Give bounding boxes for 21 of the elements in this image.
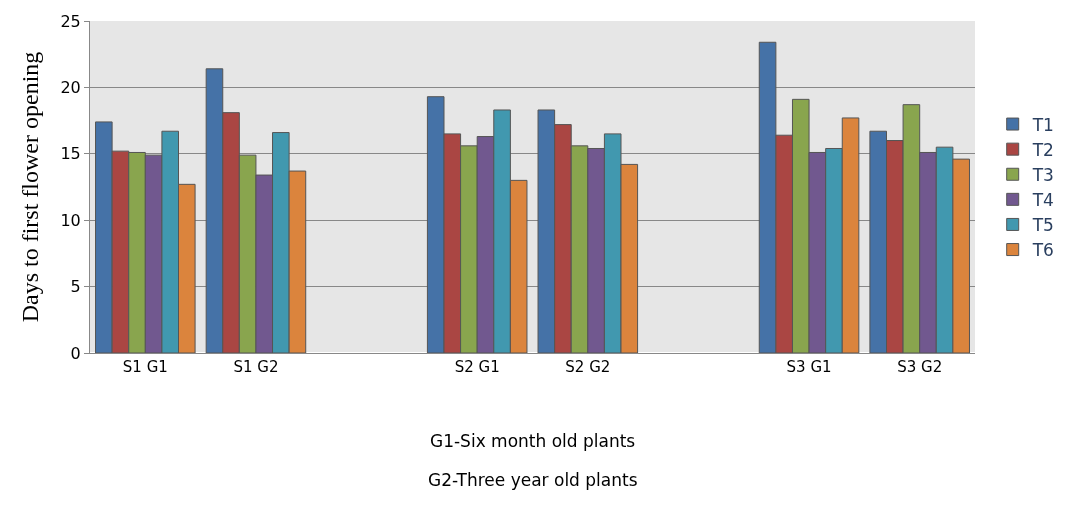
- x-tick-label: S3 G2: [897, 358, 943, 376]
- x-tick-label: S2 G1: [454, 358, 500, 376]
- legend-label: T6: [1031, 240, 1054, 261]
- legend-label: T3: [1031, 164, 1054, 185]
- text: G1-Six month old plants: [430, 431, 636, 451]
- x-tick-label: S2 G2: [565, 358, 611, 376]
- x-tick-label: S1 G2: [233, 358, 279, 376]
- text: G2-Three year old plants: [428, 470, 638, 490]
- y-tick-label: 5: [70, 277, 81, 297]
- x-tick-label: S1 G1: [122, 358, 168, 376]
- y-axis-title: Days to first flower opening: [16, 51, 43, 323]
- y-tick-label: 15: [60, 144, 81, 164]
- y-tick-label: 20: [60, 78, 81, 97]
- y-tick-label: 10: [60, 210, 81, 230]
- x-tick-label: S3 G1: [786, 358, 832, 376]
- legend-label: T4: [1031, 189, 1054, 210]
- legend-label: T1: [1031, 114, 1054, 135]
- legend-label: T5: [1031, 215, 1054, 236]
- y-tick-label: 25: [60, 11, 81, 31]
- legend-label: T2: [1031, 139, 1054, 160]
- y-tick-label: 0: [70, 343, 81, 363]
